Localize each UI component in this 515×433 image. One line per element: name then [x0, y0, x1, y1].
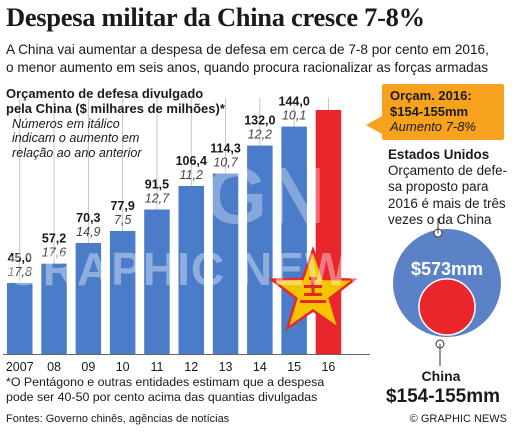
subtitle-line-1: A China vai aumentar a despesa de defesa… [6, 42, 489, 57]
tick-label: 2007 [6, 360, 34, 374]
china-circle-name: China [422, 368, 461, 384]
footnote-line-1: *O Pentágono e outras entidades estimam … [6, 375, 325, 389]
growth-label: 17,6 [42, 246, 66, 260]
copyright: © GRAPHIC NEWS [409, 413, 507, 425]
growth-label: 10,7 [213, 155, 238, 169]
us-heading: Estados Unidos [388, 147, 490, 162]
bar-13 [212, 173, 239, 354]
growth-label: 17,8 [8, 265, 32, 279]
chart-note-line-1: Números em itálico [12, 117, 120, 131]
us-line-1: Orçamento de defe- [388, 163, 508, 179]
callout-pointer [366, 116, 382, 134]
watermark: GRAPHIC NEWS [6, 243, 381, 295]
bar-08 [41, 263, 67, 354]
bar-11 [144, 209, 170, 354]
watermark-mark: GN [205, 151, 325, 240]
callout-line-3: Aumento 7-8% [390, 119, 476, 134]
growth-labels: 17,8 17,6 14,9 7,5 12,7 11,2 10,7 12,2 10,1 [8, 109, 307, 279]
tick-label: 10 [116, 360, 130, 374]
star-glyph [300, 277, 326, 303]
value-label: 77,9 [110, 199, 134, 213]
chart-note: Números em itálico indicam o aumento em … [12, 117, 142, 160]
value-label: 70,3 [76, 211, 100, 225]
value-label: 144,0 [279, 95, 310, 109]
us-line-2: sa proposto para [388, 179, 489, 195]
value-label: 57,2 [42, 232, 66, 246]
bar-2007 [7, 282, 33, 354]
tick-label: 13 [219, 360, 233, 374]
tick-labels: 2007 08 09 10 11 12 13 14 15 16 [6, 360, 336, 374]
budget-2016-callout: Orçam. 2016: $154-155mm Aumento 7-8% [382, 84, 504, 140]
tick-label: 16 [321, 360, 335, 374]
chart-title-line-1: Orçamento de defesa divulgado [6, 86, 204, 101]
value-label: 91,5 [145, 177, 169, 191]
tick-label: 14 [253, 360, 267, 374]
bar-12 [178, 185, 204, 354]
chart-title: Orçamento de defesa divulgado pela China… [6, 86, 225, 116]
tick-label: 08 [47, 360, 61, 374]
china-circle-value: $154-155mm [386, 386, 500, 407]
value-label: 45,0 [8, 251, 32, 265]
value-label: 106,4 [176, 154, 207, 168]
bar-10 [109, 230, 136, 354]
us-line-3: 2016 é mais de três [388, 195, 506, 211]
china-circle [418, 278, 476, 336]
bars [7, 110, 342, 355]
subtitle-line-2: o menor aumento em seis anos, quando pro… [6, 60, 489, 75]
footnote-line-2: pode ser 40-50 por cento acima das quant… [6, 389, 318, 404]
us-line-4: vezes o da China [388, 211, 492, 227]
tick-label: 15 [287, 360, 301, 374]
page-title: Despesa militar da China cresce 7-8% [6, 2, 425, 32]
tick-label: 11 [150, 360, 163, 374]
star-emblem [268, 246, 358, 331]
chart-title-line-2: pela China ($ milhares de milhões)* [6, 101, 225, 116]
tick-label: 09 [81, 360, 95, 374]
value-label: 132,0 [244, 114, 275, 128]
comparison-circles: $573mm China $154-155mm [386, 218, 501, 407]
growth-label: 12,2 [248, 128, 272, 142]
value-label: 114,3 [210, 141, 241, 155]
growth-label: 12,7 [145, 191, 170, 205]
callout-line-2: $154-155mm [390, 103, 469, 119]
tick-label: 12 [184, 360, 198, 374]
growth-label: 14,9 [76, 225, 100, 239]
sources: Fontes: Governo chinês, agências de notí… [6, 413, 230, 425]
growth-label: 7,5 [114, 213, 131, 227]
callout-line-1: Orçam. 2016: [390, 88, 472, 103]
chart-note-line-3: relação ao ano anterior [12, 145, 142, 160]
footnote: *O Pentágono e outras entidades estimam … [6, 375, 324, 404]
growth-label: 10,1 [282, 109, 306, 123]
us-comparison-text: Estados Unidos Orçamento de defe- sa pro… [388, 147, 507, 228]
chart-note-line-2: indicam o aumento em [12, 131, 140, 146]
bar-09 [75, 242, 102, 354]
growth-label: 11,2 [180, 168, 203, 182]
us-circle-label: $573mm [411, 259, 483, 279]
bar-14 [247, 145, 273, 354]
